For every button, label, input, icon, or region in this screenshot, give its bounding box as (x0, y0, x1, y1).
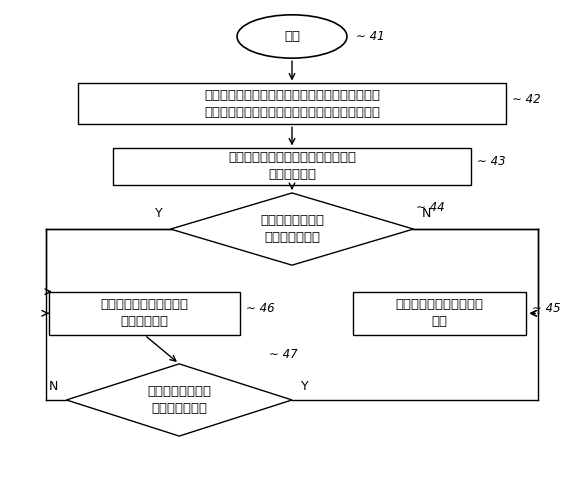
Text: 存在大于交替放行
触发值的信号？: 存在大于交替放行 触发值的信号？ (260, 214, 324, 244)
Ellipse shape (237, 15, 347, 58)
Text: 开始: 开始 (284, 30, 300, 43)
Polygon shape (67, 364, 292, 436)
FancyBboxPatch shape (113, 149, 471, 185)
Text: Y: Y (301, 380, 308, 393)
Text: 信号机接收并判断各检测装置传输的
车辆拥堵信号: 信号机接收并判断各检测装置传输的 车辆拥堵信号 (228, 151, 356, 182)
Text: ∼ 44: ∼ 44 (416, 201, 445, 214)
FancyBboxPatch shape (353, 292, 526, 335)
Text: ∼ 46: ∼ 46 (246, 302, 274, 315)
Text: 所有信号均小于交
替放行关闭值？: 所有信号均小于交 替放行关闭值？ (147, 385, 211, 415)
Text: ∼ 42: ∼ 42 (512, 93, 540, 106)
Text: 信号机控制各车道工作在
交替放行状态: 信号机控制各车道工作在 交替放行状态 (100, 299, 189, 328)
Text: 在快速路出口辅路上游变道处为每个车道设置停车
线及信号灯，在停车线前为每个车道设置检测装置: 在快速路出口辅路上游变道处为每个车道设置停车 线及信号灯，在停车线前为每个车道设… (204, 89, 380, 119)
Text: N: N (48, 380, 58, 393)
Text: Y: Y (155, 207, 163, 221)
FancyBboxPatch shape (78, 83, 506, 124)
Text: ∼ 43: ∼ 43 (477, 155, 506, 168)
Text: ∼ 47: ∼ 47 (269, 348, 297, 361)
Text: ∼ 45: ∼ 45 (532, 302, 561, 315)
Polygon shape (171, 193, 413, 265)
Text: 信号机控制各车道工作在
常态: 信号机控制各车道工作在 常态 (395, 299, 484, 328)
Text: ∼ 41: ∼ 41 (356, 30, 384, 43)
Text: N: N (422, 207, 432, 221)
FancyBboxPatch shape (49, 292, 240, 335)
